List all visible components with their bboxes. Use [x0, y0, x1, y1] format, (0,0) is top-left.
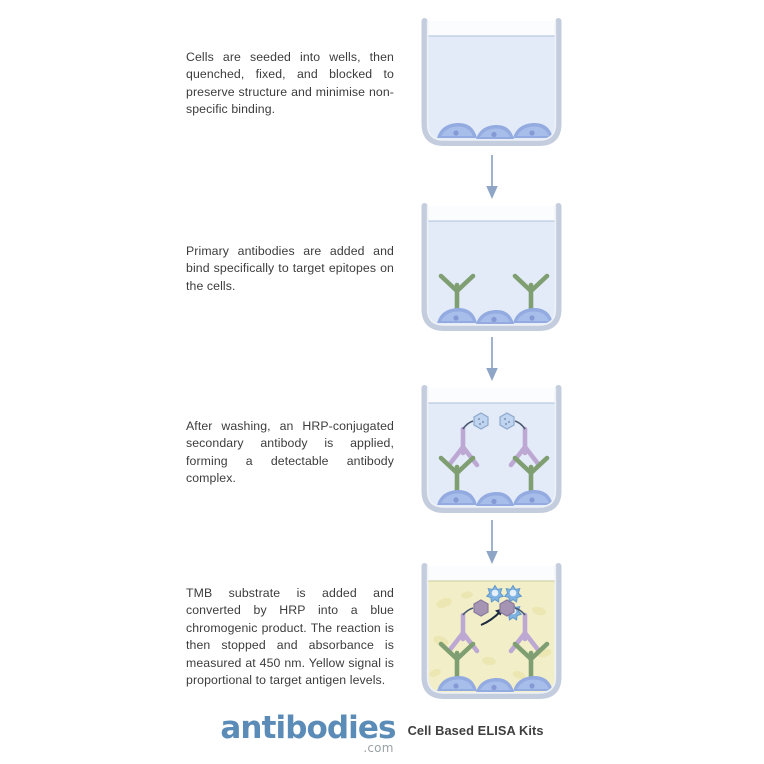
step-2-description: Primary antibodies are added and bind sp…	[186, 244, 394, 293]
hrp-enzyme-left	[473, 412, 489, 430]
arrow-step2-to-step3	[484, 337, 500, 388]
step-1-description: Cells are seeded into wells, then quench…	[186, 50, 394, 117]
hrp-enzyme-left	[473, 599, 489, 617]
yellow-blob-group	[429, 591, 552, 679]
well-primary-antibody	[419, 203, 564, 335]
footer-caption: Cell Based ELISA Kits	[407, 723, 544, 738]
well-seeded-cells	[419, 18, 564, 150]
step-3-description: After washing, an HRP-conjugated seconda…	[186, 419, 394, 486]
arrow-step3-to-step4	[484, 520, 500, 571]
cell-group	[437, 122, 553, 139]
logo-wordmark: antibodies	[220, 710, 396, 746]
well-tmb-substrate	[419, 563, 564, 703]
hrp-linker-right	[514, 607, 526, 616]
antibodies-logo[interactable]: antibodies .com	[220, 710, 396, 755]
footer: antibodies .com Cell Based ELISA Kits	[0, 710, 764, 755]
secondary-antibody-right	[508, 426, 542, 468]
arrow-step1-to-step2	[484, 155, 500, 206]
hrp-enzyme-right	[499, 599, 515, 617]
secondary-antibody-left	[446, 426, 480, 468]
step-4-description: TMB substrate is added and converted by …	[186, 586, 394, 688]
hrp-linker-right	[514, 420, 526, 430]
secondary-antibody-left	[446, 612, 480, 654]
hrp-enzyme-right	[499, 412, 515, 430]
hrp-linker-left	[462, 607, 474, 616]
hrp-linker-left	[462, 420, 474, 430]
secondary-antibody-right	[508, 612, 542, 654]
logo-dotcom: .com	[363, 741, 394, 755]
well-secondary-antibody	[419, 385, 564, 517]
cell-group	[437, 489, 553, 506]
cell-group	[437, 675, 553, 692]
cell-group	[437, 307, 553, 324]
